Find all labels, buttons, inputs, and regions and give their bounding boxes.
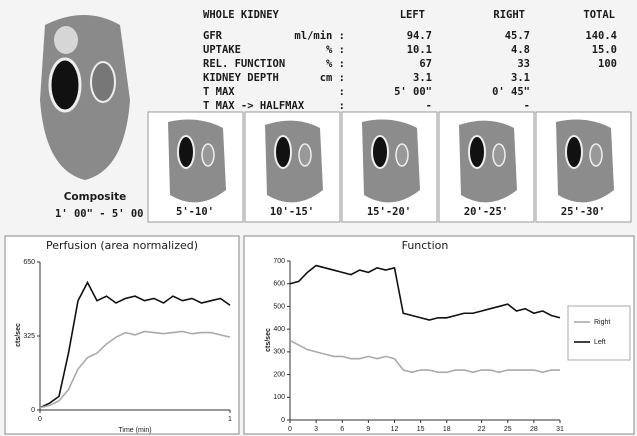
table-cell: % : (326, 44, 345, 56)
chart-title: Function (402, 239, 449, 252)
table-cell: 15.0 (592, 44, 617, 56)
frame-left-kidney (275, 136, 291, 168)
table-cell: KIDNEY DEPTH (203, 72, 279, 84)
x-tick-label: 0 (38, 416, 42, 423)
x-tick-label: 0 (288, 426, 292, 433)
screen: 5'-10' 10'-15' 15'-20' 20'-25' 25'-30' WHOLE… (0, 0, 637, 436)
x-tick-label: 25 (504, 426, 512, 433)
x-tick-label: 22 (478, 426, 486, 433)
y-tick-label: 700 (273, 258, 285, 265)
table-cell: ml/min : (294, 30, 345, 42)
frame-body (556, 120, 614, 203)
table-cell: 140.4 (585, 30, 617, 42)
frame-left-kidney (178, 136, 194, 168)
frame-right-kidney (202, 144, 214, 166)
table-cell: 67 (419, 58, 432, 70)
y-tick-label: 300 (273, 349, 285, 356)
legend-label: Right (594, 319, 610, 326)
table-cell: UPTAKE (203, 44, 241, 56)
frame: 20'-25' (439, 112, 534, 222)
frame-label: 25'-30' (561, 206, 605, 218)
frame: 25'-30' (536, 112, 631, 222)
table-header: TOTAL (583, 9, 615, 21)
table-header: WHOLE KIDNEY (203, 9, 280, 21)
table-cell: % : (326, 58, 345, 70)
x-tick-label: 18 (443, 426, 451, 433)
table-cell: 4.8 (511, 44, 530, 56)
table-cell: 3.1 (511, 72, 530, 84)
frame-strip: 5'-10' 10'-15' 15'-20' 20'-25' 25'-30' (148, 112, 631, 222)
legend-label: Left (594, 339, 606, 346)
x-tick-label: 12 (391, 426, 399, 433)
composite-time: 1' 00" - 5' 00 (55, 208, 144, 220)
frame-left-kidney (469, 136, 485, 168)
table-cell: : (339, 100, 345, 112)
table-cell: T MAX -> HALFMAX (203, 100, 305, 112)
frame-left-kidney (372, 136, 388, 168)
table-cell: REL. FUNCTION (203, 58, 285, 70)
composite-image (28, 12, 140, 184)
x-tick-label: 31 (556, 426, 564, 433)
table-cell: cm : (320, 72, 345, 84)
frame: 15'-20' (342, 112, 437, 222)
table-cell: 5' 00" (394, 86, 432, 98)
table-cell: - (426, 100, 432, 112)
table-cell: 94.7 (407, 30, 432, 42)
frame: 10'-15' (245, 112, 340, 222)
x-tick-label: 1 (228, 416, 232, 423)
y-tick-label: 0 (31, 407, 35, 414)
x-axis-label: Time (min) (118, 427, 151, 434)
x-tick-label: 28 (530, 426, 538, 433)
table-cell: 3.1 (413, 72, 432, 84)
table-cell: 45.7 (505, 30, 530, 42)
table-cell: 33 (517, 58, 530, 70)
frame-body (265, 121, 323, 203)
table-cell: : (339, 86, 345, 98)
y-axis-label: cts/sec (15, 323, 22, 347)
table-cell: 100 (598, 58, 617, 70)
table-cell: GFR (203, 30, 223, 42)
chart-title: Perfusion (area normalized) (46, 239, 198, 252)
x-tick-label: 15 (417, 426, 425, 433)
y-tick-label: 100 (273, 394, 285, 401)
frame-left-kidney (566, 136, 582, 168)
y-tick-label: 650 (23, 259, 35, 266)
x-tick-label: 6 (340, 426, 344, 433)
y-tick-label: 0 (281, 417, 285, 424)
composite-title: Composite (64, 191, 127, 203)
legend-box (568, 306, 630, 360)
y-tick-label: 500 (273, 303, 285, 310)
frame-body (362, 120, 420, 203)
x-tick-label: 3 (314, 426, 318, 433)
frame-body (168, 120, 226, 203)
frame-body (459, 121, 517, 203)
frame-label: 20'-25' (464, 206, 508, 218)
table-cell: T MAX (203, 86, 235, 98)
table-header: LEFT (400, 9, 425, 21)
frame-right-kidney (493, 144, 505, 166)
y-axis-label: cts/sec (265, 328, 272, 352)
y-tick-label: 600 (273, 281, 285, 288)
y-tick-label: 200 (273, 371, 285, 378)
table-cell: 0' 45" (492, 86, 530, 98)
frame-label: 15'-20' (367, 206, 411, 218)
table-cell: - (524, 100, 530, 112)
frame-right-kidney (299, 144, 311, 166)
frame-label: 10'-15' (270, 206, 314, 218)
y-tick-label: 325 (23, 333, 35, 340)
table-cell: 10.1 (407, 44, 432, 56)
frame-right-kidney (590, 144, 602, 166)
y-tick-label: 400 (273, 326, 285, 333)
table-header: RIGHT (493, 9, 525, 21)
frame: 5'-10' (148, 112, 243, 222)
frame-label: 5'-10' (176, 206, 214, 218)
frame-right-kidney (396, 144, 408, 166)
x-tick-label: 9 (366, 426, 370, 433)
